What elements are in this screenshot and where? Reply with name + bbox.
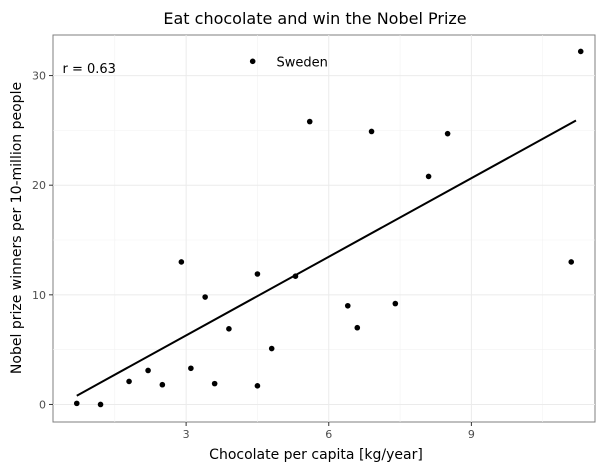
trend-line-group bbox=[76, 119, 577, 397]
data-point bbox=[97, 401, 104, 408]
data-point bbox=[202, 294, 208, 300]
x-axis-ticks: 3 6 9 bbox=[183, 422, 475, 441]
data-points bbox=[73, 48, 584, 408]
y-tick-label: 10 bbox=[32, 289, 46, 302]
y-tick-label: 0 bbox=[39, 398, 46, 411]
annotation-marker bbox=[249, 58, 256, 65]
y-axis-ticks: 0 10 20 30 bbox=[32, 70, 53, 411]
data-point bbox=[568, 259, 575, 265]
data-point bbox=[392, 300, 399, 307]
x-axis-label: Chocolate per capita [kg/year] bbox=[209, 447, 423, 463]
annotation-text: r = 0.63 bbox=[63, 62, 116, 77]
annotation-text: Sweden bbox=[276, 55, 327, 70]
major-gridlines bbox=[53, 35, 595, 422]
data-point bbox=[178, 259, 185, 265]
x-tick-label: 3 bbox=[183, 428, 190, 441]
data-point bbox=[268, 345, 275, 352]
data-point bbox=[188, 365, 194, 372]
trend-line bbox=[76, 119, 577, 397]
y-axis-label: Nobel prize winners per 10-million peopl… bbox=[9, 82, 25, 374]
data-point bbox=[254, 271, 261, 277]
x-tick-label: 6 bbox=[325, 428, 332, 441]
plot-panel bbox=[52, 34, 596, 423]
y-tick-label: 30 bbox=[32, 70, 46, 83]
data-point bbox=[145, 367, 151, 374]
data-point bbox=[344, 302, 351, 309]
y-tick-label: 20 bbox=[32, 179, 46, 192]
data-point bbox=[354, 324, 361, 331]
data-point bbox=[306, 118, 313, 125]
data-point bbox=[292, 273, 299, 279]
data-point bbox=[159, 381, 166, 388]
data-point bbox=[425, 173, 432, 180]
data-point bbox=[226, 326, 232, 332]
x-tick-label: 9 bbox=[468, 428, 475, 441]
data-point bbox=[577, 48, 584, 55]
annotations: r = 0.63 Sweden bbox=[63, 55, 328, 77]
data-point bbox=[444, 130, 451, 137]
data-point bbox=[254, 383, 261, 389]
chart-title: Eat chocolate and win the Nobel Prize bbox=[163, 9, 466, 28]
data-point bbox=[126, 378, 132, 385]
minor-gridlines bbox=[53, 35, 595, 422]
data-point bbox=[211, 380, 218, 387]
data-point bbox=[73, 400, 80, 407]
data-point bbox=[368, 128, 375, 135]
